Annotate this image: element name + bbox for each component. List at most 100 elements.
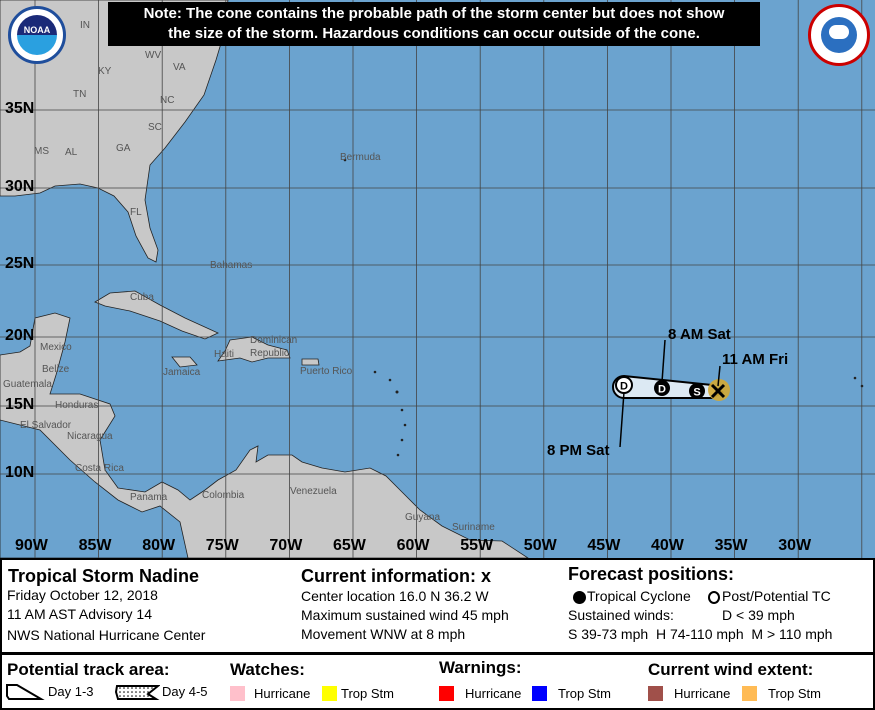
label-8pm-sat: 8 PM Sat — [547, 442, 610, 459]
noaa-logo-text: NOAA — [23, 25, 51, 35]
cone-note: Note: The cone contains the probable pat… — [108, 2, 760, 46]
longitude-label: 45W — [587, 537, 621, 554]
tropical-cyclone-icon — [573, 591, 586, 604]
storm-point — [689, 383, 705, 399]
longitude-label: 65W — [333, 537, 366, 554]
place-label: Bermuda — [340, 152, 381, 163]
longitude-label: 35W — [714, 537, 748, 554]
warnings-heading: Warnings: — [439, 658, 522, 677]
max-wind: Maximum sustained wind 45 mph — [301, 607, 509, 623]
watch-tropstm-swatch — [322, 686, 337, 701]
place-label: Colombia — [202, 490, 245, 501]
place-label: Panama — [130, 492, 168, 503]
storm-info-panel: Tropical Storm Nadine Friday October 12,… — [2, 560, 873, 652]
place-label: El Salvador — [20, 420, 72, 431]
place-label: GA — [116, 143, 131, 154]
note-line-2: the size of the storm. Hazardous conditi… — [168, 25, 700, 42]
place-label: Belize — [42, 364, 70, 375]
wind-tropstm-swatch — [742, 686, 757, 701]
day13-cone-icon — [6, 684, 45, 700]
place-label: WV — [145, 50, 162, 61]
place-label: SC — [148, 122, 162, 133]
lesser-antilles — [343, 158, 864, 457]
place-label: MS — [34, 146, 49, 157]
latitude-label: 25N — [5, 255, 35, 272]
longitude-label: 75W — [205, 537, 239, 554]
place-label: Mexico — [40, 342, 72, 353]
sustained-winds-label: Sustained winds: — [568, 607, 674, 623]
label-11am-fri: 11 AM Fri — [722, 351, 789, 368]
current-info-header: Current information: x — [301, 566, 491, 587]
current-position-x-icon — [710, 383, 726, 399]
graticule — [0, 0, 875, 558]
depression-point — [654, 380, 670, 396]
warn-tropstm-label: Trop Stm — [558, 686, 611, 701]
warn-hurricane-swatch — [439, 686, 454, 701]
wind-extent-heading: Current wind extent: — [648, 660, 814, 679]
leader-lines — [619, 339, 721, 448]
storm-advisory: 11 AM AST Advisory 14 — [7, 606, 153, 622]
place-label: VA — [173, 62, 186, 73]
place-label: Dominican — [250, 335, 298, 346]
place-label: Republic — [250, 348, 289, 359]
post-tc-icon — [708, 591, 720, 604]
storm-issuer: NWS National Hurricane Center — [7, 627, 206, 643]
tc-label: Tropical Cyclone — [587, 588, 691, 604]
storm-title: Tropical Storm Nadine — [8, 566, 200, 586]
longitude-label: 50W — [523, 537, 557, 554]
forecast-map: D D S IN WV KY VA TN NC SC MS AL GA FL Bermuda Baham… — [0, 0, 875, 558]
place-label: Jamaica — [163, 367, 201, 378]
place-label: Haiti — [214, 349, 235, 360]
place-label: Costa Rica — [75, 463, 124, 474]
watches-heading: Watches: — [230, 660, 305, 679]
wind-tropstm-label: Trop Stm — [768, 686, 821, 701]
warn-hurricane-label: Hurricane — [465, 686, 522, 701]
current-info-heading: Current information: — [301, 566, 476, 586]
pacific — [0, 419, 189, 558]
wind-hurricane-swatch — [648, 686, 663, 701]
forecast-heading: Forecast positions: — [568, 564, 735, 584]
place-label: Guyana — [405, 512, 441, 523]
warn-tropstm-swatch — [532, 686, 547, 701]
shm-categories: S 39-73 mph H 74-110 mph M > 110 mph — [568, 626, 833, 642]
d-category: D < 39 mph — [722, 607, 795, 623]
ptc-label: Post/Potential TC — [722, 588, 831, 604]
storm-letter: S — [693, 387, 700, 399]
day45-label: Day 4-5 — [162, 684, 208, 699]
place-label: Honduras — [55, 400, 99, 411]
nws-cloud-icon — [829, 25, 849, 39]
place-label: Guatemala — [3, 379, 52, 390]
latitude-label: 20N — [5, 327, 35, 344]
longitude-label: 70W — [269, 537, 303, 554]
latitude-label: 35N — [5, 100, 35, 117]
storm-date: Friday October 12, 2018 — [7, 587, 158, 603]
longitude-label: 55W — [460, 537, 494, 554]
place-label: Nicaragua — [67, 431, 113, 442]
latitude-label: 15N — [5, 396, 35, 413]
place-label: TN — [73, 89, 87, 100]
wind-hurricane-label: Hurricane — [674, 686, 731, 701]
longitude-label: 90W — [15, 537, 48, 554]
track-area-heading: Potential track area: — [7, 660, 170, 679]
longitude-label: 40W — [651, 537, 684, 554]
place-label: Cuba — [130, 292, 154, 303]
movement: Movement WNW at 8 mph — [301, 626, 466, 642]
place-label: Bahamas — [210, 260, 253, 271]
watch-hurricane-label: Hurricane — [254, 686, 311, 701]
note-line-1: Note: The cone contains the probable pat… — [143, 5, 725, 22]
latitude-label: 10N — [5, 464, 35, 481]
latitude-label: 30N — [5, 178, 35, 195]
current-marker: x — [481, 566, 492, 586]
longitude-label: 85W — [78, 537, 112, 554]
center-location: Center location 16.0 N 36.2 W — [301, 588, 489, 604]
place-label: Venezuela — [290, 486, 337, 497]
depression-letter: D — [658, 384, 666, 396]
place-label: Puerto Rico — [300, 366, 353, 377]
noaa-emblem — [17, 15, 57, 55]
day45-cone-icon — [114, 685, 160, 700]
place-label: AL — [65, 147, 78, 158]
place-label: NC — [160, 95, 175, 106]
place-label: IN — [80, 20, 90, 31]
watch-hurricane-swatch — [230, 686, 245, 701]
land — [0, 0, 529, 558]
